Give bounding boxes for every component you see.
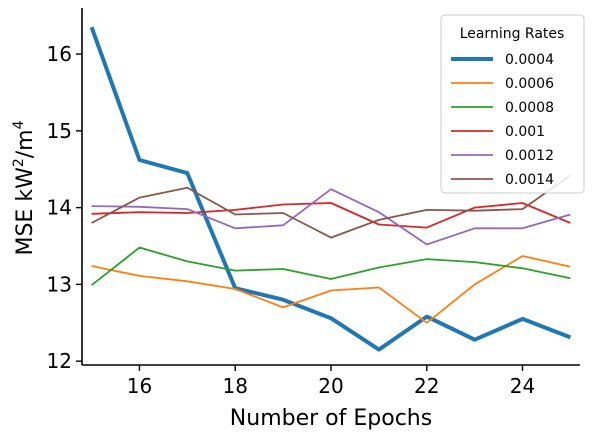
series-line-0.0012 bbox=[91, 188, 571, 246]
y-axis-label-main: MSE kW bbox=[13, 167, 38, 256]
legend-label: 0.0004 bbox=[505, 52, 554, 68]
y-tick-label: 15 bbox=[47, 119, 72, 143]
y-tick-label: 16 bbox=[47, 42, 72, 66]
y-axis-label-sup1: 2 bbox=[11, 158, 27, 167]
legend-title: Learning Rates bbox=[460, 26, 565, 42]
y-tick-label: 13 bbox=[47, 272, 72, 296]
legend-label: 0.0014 bbox=[505, 172, 554, 188]
legend-label: 0.0006 bbox=[505, 76, 554, 92]
x-tick-label: 24 bbox=[510, 374, 535, 398]
x-tick-label: 18 bbox=[223, 374, 248, 398]
x-tick-label: 16 bbox=[127, 374, 152, 398]
x-axis-label: Number of Epochs bbox=[230, 406, 432, 431]
y-axis-label-mid: /m bbox=[13, 129, 38, 158]
x-tick-label: 22 bbox=[414, 374, 439, 398]
x-ticks: 16 18 20 22 24 bbox=[127, 365, 535, 398]
y-tick-label: 14 bbox=[47, 196, 72, 220]
series-lines bbox=[89, 26, 572, 352]
x-tick-label: 20 bbox=[318, 374, 343, 398]
legend: Learning Rates 0.00040.00060.00080.0010.… bbox=[440, 14, 585, 194]
y-axis-label-sup2: 4 bbox=[11, 120, 27, 129]
y-tick-label: 12 bbox=[47, 349, 72, 373]
series-line-0.0014 bbox=[91, 174, 571, 239]
series-line-0.0008 bbox=[91, 246, 571, 286]
y-ticks: 12 13 14 15 16 bbox=[47, 42, 82, 373]
series-line-0.0004 bbox=[89, 26, 572, 352]
legend-entries: 0.0004 0.0006 0.0008 0.001 0.0012 0.0014 bbox=[451, 52, 554, 188]
series-line-0.001 bbox=[91, 202, 571, 229]
legend-label: 0.0008 bbox=[505, 100, 554, 116]
legend-label: 0.0012 bbox=[505, 148, 554, 164]
y-axis-label: MSE kW2/m4 bbox=[11, 120, 38, 255]
legend-label: 0.001 bbox=[505, 124, 545, 140]
series-line-0.0006 bbox=[91, 255, 571, 324]
